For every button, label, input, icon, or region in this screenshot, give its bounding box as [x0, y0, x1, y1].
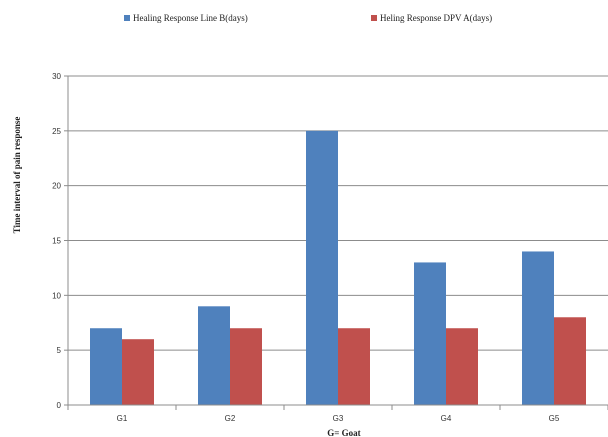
x-tick-label: G2 — [225, 414, 236, 423]
bar-1-g2 — [198, 306, 230, 405]
x-tick-label: G4 — [441, 414, 452, 423]
y-axis-ticks: 0 5 10 15 20 25 30 — [52, 72, 69, 410]
y-tick-label: 25 — [52, 127, 61, 136]
legend-swatch-series-1 — [124, 15, 130, 21]
legend: Healing Response Line B(days) Heling Res… — [124, 13, 492, 23]
bar-1-g1 — [90, 328, 122, 405]
bars — [90, 130, 586, 406]
bar-1-g4 — [414, 262, 446, 405]
bar-2-g3 — [338, 328, 370, 405]
legend-label-series-1: Healing Response Line B(days) — [133, 13, 248, 23]
legend-swatch-series-2 — [371, 15, 377, 21]
y-tick-label: 20 — [52, 182, 61, 191]
x-axis-title: G= Goat — [327, 428, 360, 437]
x-tick-label: G1 — [117, 414, 128, 423]
bar-2-g1 — [122, 339, 154, 405]
y-tick-label: 15 — [52, 237, 61, 246]
legend-label-series-2: Heling Response DPV A(days) — [380, 13, 492, 23]
bar-2-g4 — [446, 328, 478, 405]
x-tick-label: G3 — [333, 414, 344, 423]
bar-2-g5 — [554, 317, 586, 405]
bar-2-g2 — [230, 328, 262, 405]
y-tick-label: 5 — [57, 346, 62, 355]
y-tick-label: 10 — [52, 291, 61, 300]
y-tick-label: 30 — [52, 72, 61, 81]
x-tick-label: G5 — [549, 414, 560, 423]
y-tick-label: 0 — [57, 401, 62, 410]
bar-1-g5 — [522, 251, 554, 405]
x-axis: G1 G2 G3 G4 G5 — [67, 404, 608, 423]
y-axis-title: Time interval of pain response — [12, 117, 22, 234]
bar-1-g3 — [306, 130, 338, 406]
